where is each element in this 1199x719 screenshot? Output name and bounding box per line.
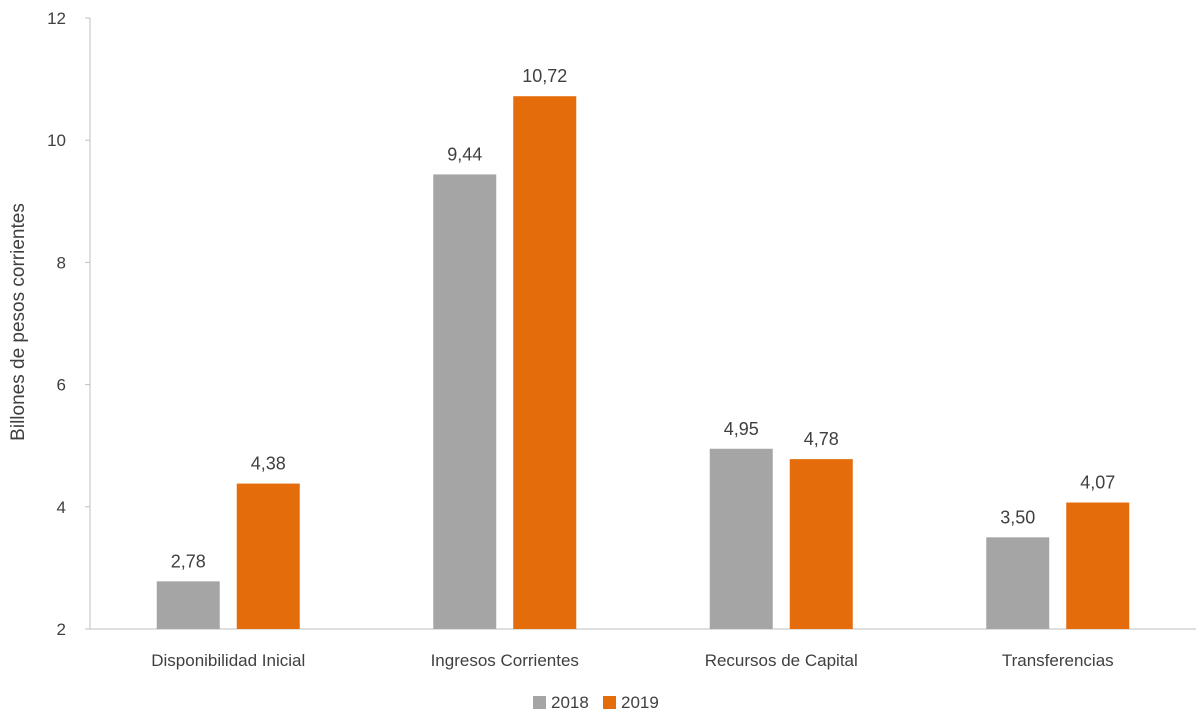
y-tick-label: 6	[57, 376, 66, 395]
bar-2019-1	[513, 96, 577, 629]
legend-swatch-2019	[603, 696, 616, 709]
data-label-2018-2: 4,95	[724, 419, 759, 439]
data-label-2019-2: 4,78	[804, 429, 839, 449]
data-labels-group: 2,78 4,38 9,44 10,72 4,95 4,78 3,50 4,07	[171, 66, 1116, 571]
y-tick-label: 8	[57, 253, 66, 272]
bars-group	[156, 96, 1130, 629]
data-label-2018-1: 9,44	[447, 144, 482, 164]
bar-2018-2	[709, 448, 773, 629]
data-label-2019-0: 4,38	[251, 454, 286, 474]
bar-2019-2	[789, 459, 853, 629]
x-category-label: Ingresos Corrientes	[431, 651, 579, 670]
x-category-label: Recursos de Capital	[705, 651, 858, 670]
data-label-2018-3: 3,50	[1000, 507, 1035, 527]
y-tick-label: 10	[47, 131, 66, 150]
y-axis-label: Billones de pesos corrientes	[8, 203, 29, 441]
legend: 2018 2019	[533, 693, 659, 712]
data-label-2019-3: 4,07	[1080, 473, 1115, 493]
x-axis-categories: Disponibilidad Inicial Ingresos Corriente…	[151, 651, 1113, 670]
x-category-label: Disponibilidad Inicial	[151, 651, 305, 670]
bar-2018-1	[433, 174, 497, 629]
bar-2018-0	[156, 581, 220, 629]
y-tick-label: 2	[57, 620, 66, 639]
legend-label-2018: 2018	[551, 693, 589, 712]
x-category-label: Transferencias	[1002, 651, 1114, 670]
data-label-2019-1: 10,72	[522, 66, 567, 86]
data-label-2018-0: 2,78	[171, 551, 206, 571]
y-axis-ticks: 2 4 6 8 10 12	[47, 9, 90, 639]
bar-2019-0	[236, 483, 300, 629]
legend-swatch-2018	[533, 696, 546, 709]
bar-2019-3	[1066, 502, 1130, 629]
y-tick-label: 12	[47, 9, 66, 28]
legend-label-2019: 2019	[621, 693, 659, 712]
bar-2018-3	[986, 537, 1050, 629]
y-tick-label: 4	[57, 498, 66, 517]
